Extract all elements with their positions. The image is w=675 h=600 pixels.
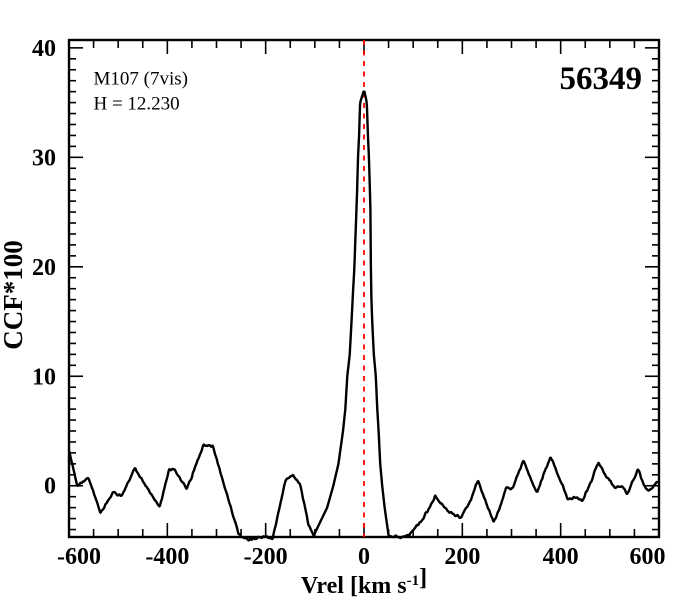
svg-text:56349: 56349 (560, 61, 643, 97)
svg-text:10: 10 (32, 364, 56, 390)
svg-text:-400: -400 (145, 544, 189, 570)
svg-text:M107 (7vis): M107 (7vis) (94, 69, 188, 90)
svg-text:20: 20 (32, 255, 56, 281)
svg-text:CCF*100: CCF*100 (0, 240, 28, 350)
svg-text:0: 0 (358, 544, 370, 570)
svg-text:400: 400 (543, 544, 579, 570)
svg-text:H = 12.230: H = 12.230 (94, 94, 180, 115)
svg-text:600: 600 (630, 544, 666, 570)
svg-text:0: 0 (44, 474, 56, 500)
svg-text:-200: -200 (244, 544, 288, 570)
svg-text:30: 30 (32, 145, 56, 171)
svg-text:200: 200 (444, 544, 480, 570)
svg-text:40: 40 (32, 36, 56, 62)
svg-text:-600: -600 (57, 544, 101, 570)
